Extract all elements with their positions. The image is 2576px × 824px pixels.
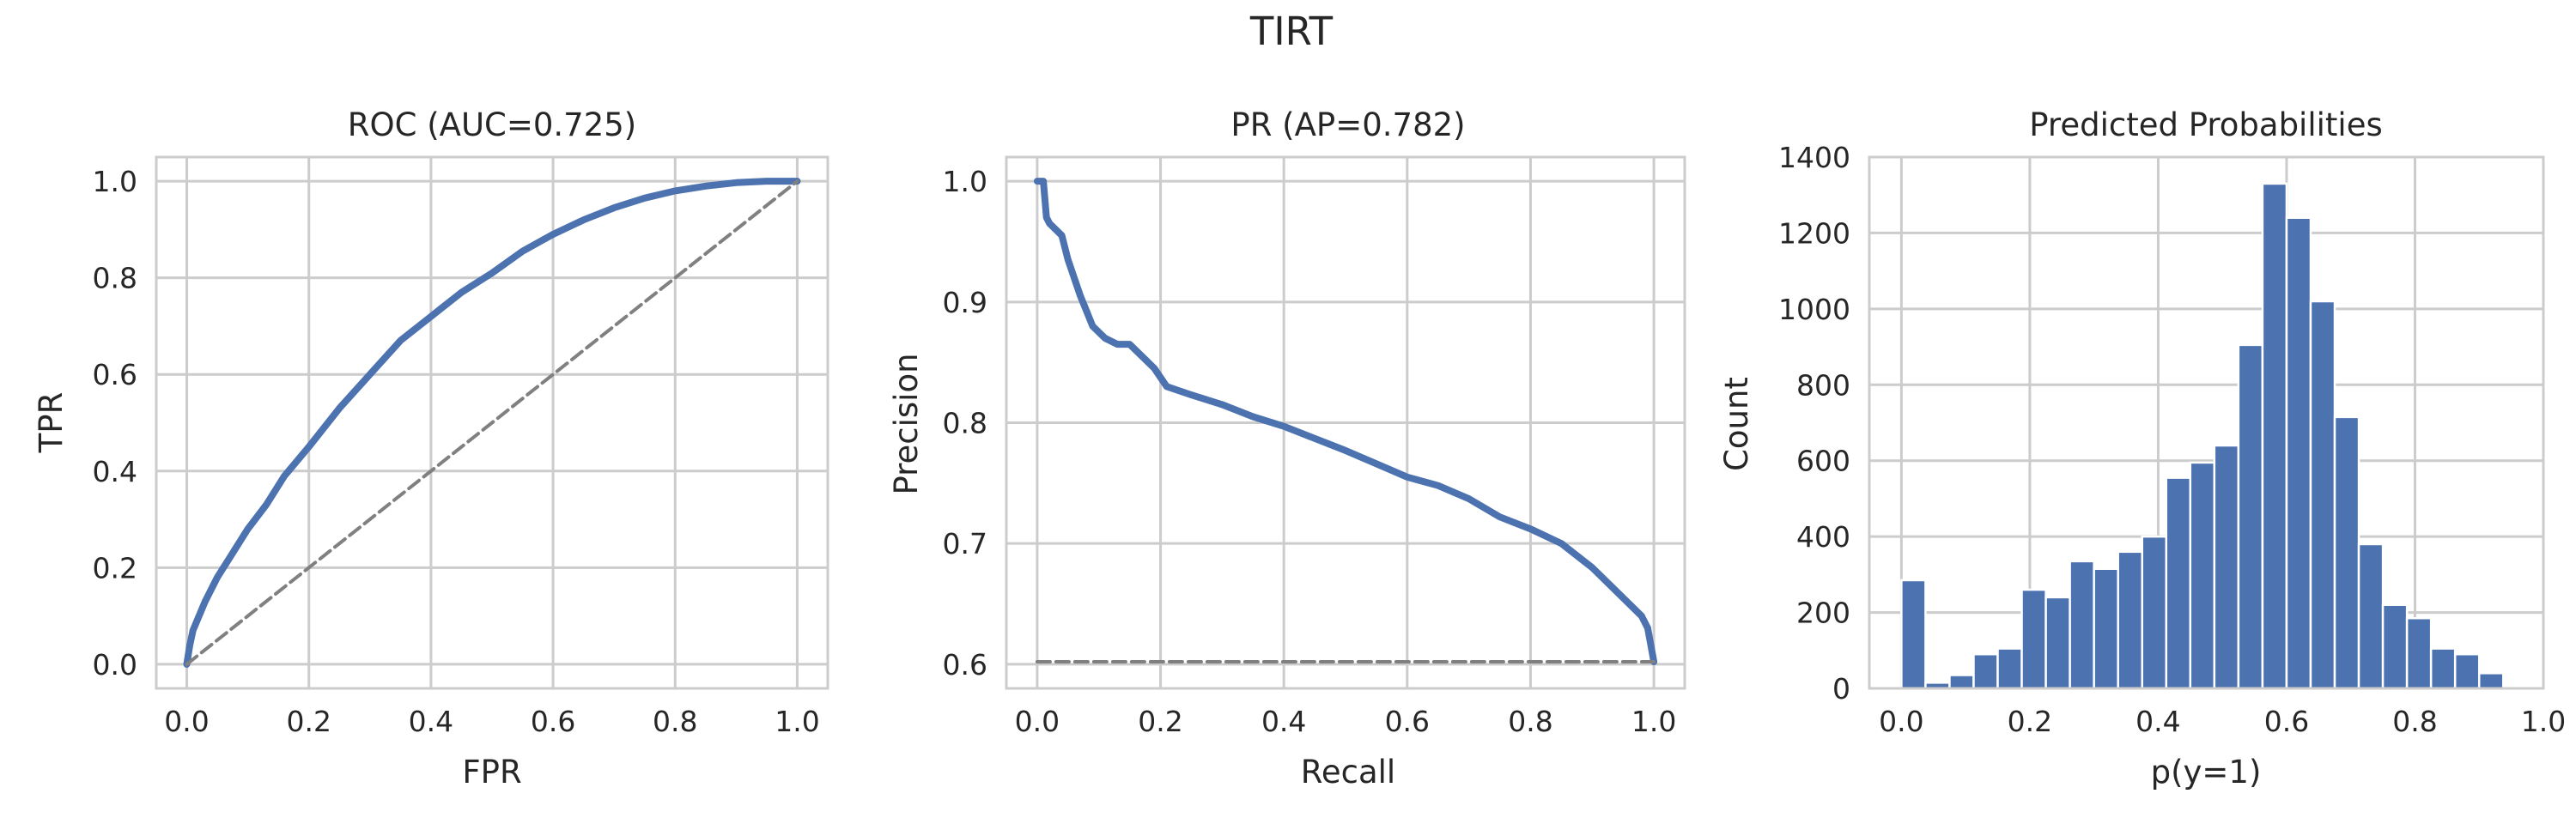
histogram-bar bbox=[2453, 652, 2481, 690]
roc-x-tick-label: 0.2 bbox=[286, 705, 331, 738]
hist-y-tick-label: 600 bbox=[1796, 445, 1850, 478]
roc-grid bbox=[156, 157, 828, 688]
histogram-bar bbox=[1996, 647, 2023, 690]
pr-x-tick-label: 0.4 bbox=[1261, 705, 1306, 738]
histogram-bar bbox=[2309, 300, 2336, 690]
pr-marks bbox=[1033, 178, 1658, 665]
histogram-x-axis-label: p(y=1) bbox=[2151, 754, 2262, 791]
pr-y-tick-label: 0.9 bbox=[943, 286, 987, 319]
roc-y-tick-label: 0.0 bbox=[93, 648, 137, 682]
pr-panel-title: PR (AP=0.782) bbox=[1230, 106, 1465, 143]
histogram-bar bbox=[2237, 343, 2264, 690]
hist-x-tick-label: 0.8 bbox=[2392, 705, 2437, 738]
roc-x-tick-label: 0.8 bbox=[653, 705, 697, 738]
histogram-bar bbox=[2261, 182, 2288, 690]
histogram-bar bbox=[2381, 603, 2409, 690]
histogram-bar bbox=[2477, 672, 2505, 690]
hist-x-tick-label: 0.4 bbox=[2136, 705, 2180, 738]
pr-x-tick-label: 1.0 bbox=[1631, 705, 1676, 738]
roc-plot-frame bbox=[155, 155, 829, 690]
roc-panel-title: ROC (AUC=0.725) bbox=[348, 106, 636, 143]
hist-x-tick-label: 0.2 bbox=[2008, 705, 2052, 738]
roc-x-tick-label: 0.4 bbox=[409, 705, 453, 738]
roc-y-tick-label: 0.2 bbox=[93, 551, 137, 585]
histogram-bar bbox=[2213, 444, 2240, 690]
histogram-bar bbox=[2141, 535, 2168, 690]
hist-x-tick-label: 1.0 bbox=[2521, 705, 2566, 738]
histogram-bar bbox=[1948, 674, 1975, 690]
pr-y-tick-label: 0.6 bbox=[943, 648, 987, 682]
roc-y-tick-label: 0.8 bbox=[93, 262, 137, 295]
hist-x-tick-label: 0.0 bbox=[1879, 705, 1923, 738]
histogram-bar bbox=[2069, 560, 2095, 690]
hist-y-tick-label: 1000 bbox=[1778, 293, 1850, 326]
hist-y-tick-label: 400 bbox=[1796, 520, 1850, 554]
pr-x-tick-label: 0.8 bbox=[1508, 705, 1552, 738]
roc-y-tick-label: 0.6 bbox=[93, 358, 137, 391]
histogram-bar bbox=[2357, 542, 2385, 690]
pr-y-tick-label: 0.7 bbox=[943, 527, 987, 560]
roc-panel: ROC (AUC=0.725) FPR TPR 0.0 0.2 0.4 0.6 0.8 1… bbox=[33, 106, 829, 791]
hist-marks bbox=[1900, 182, 2505, 690]
pr-y-axis-label: Precision bbox=[888, 353, 925, 494]
histogram-bar bbox=[2405, 616, 2433, 690]
pr-x-tick-label: 0.2 bbox=[1138, 705, 1182, 738]
histogram-bar bbox=[2020, 588, 2047, 690]
histogram-bar bbox=[1900, 579, 1927, 690]
histogram-bar bbox=[2333, 415, 2360, 690]
hist-y-tick-label: 1400 bbox=[1778, 141, 1850, 174]
hist-y-tick-label: 0 bbox=[1832, 672, 1850, 706]
pr-y-tick-label: 1.0 bbox=[943, 165, 987, 198]
figure-title: TIRT bbox=[1249, 9, 1334, 54]
histogram-bar bbox=[2044, 596, 2071, 690]
histogram-bar bbox=[2429, 647, 2457, 690]
pr-curve bbox=[1033, 178, 1658, 665]
roc-x-tick-label: 1.0 bbox=[775, 705, 819, 738]
roc-x-axis-label: FPR bbox=[462, 754, 521, 791]
hist-y-tick-label: 1200 bbox=[1778, 216, 1850, 250]
histogram-bar bbox=[2093, 567, 2119, 690]
roc-x-tick-label: 0.6 bbox=[531, 705, 575, 738]
pr-x-tick-label: 0.0 bbox=[1015, 705, 1060, 738]
pr-grid bbox=[1006, 157, 1685, 688]
histogram-bar bbox=[2117, 550, 2143, 690]
roc-y-tick-label: 0.4 bbox=[93, 455, 137, 488]
pr-plot-frame bbox=[1005, 155, 1686, 690]
hist-y-tick-label: 200 bbox=[1796, 597, 1850, 630]
histogram-bar bbox=[2285, 216, 2312, 690]
hist-y-tick-label: 800 bbox=[1796, 368, 1850, 402]
histogram-y-axis-label: Count bbox=[1718, 377, 1755, 471]
hist-x-tick-label: 0.6 bbox=[2264, 705, 2309, 738]
histogram-bar bbox=[1972, 652, 1999, 690]
histogram-bar bbox=[2165, 476, 2192, 690]
histogram-panel-title: Predicted Probabilities bbox=[2029, 106, 2382, 143]
pr-x-axis-label: Recall bbox=[1301, 754, 1395, 791]
hist-plot-frame bbox=[1868, 155, 2545, 690]
histogram-panel: Predicted Probabilities p(y=1) Count 0.0… bbox=[1718, 106, 2566, 791]
roc-x-tick-label: 0.0 bbox=[164, 705, 209, 738]
pr-x-tick-label: 0.6 bbox=[1385, 705, 1430, 738]
pr-panel: PR (AP=0.782) Recall Precision 0.0 0.2 0.4… bbox=[888, 106, 1686, 791]
roc-marks bbox=[183, 178, 801, 668]
histogram-bar bbox=[2189, 461, 2216, 690]
pr-y-tick-label: 0.8 bbox=[943, 407, 987, 440]
roc-y-tick-label: 1.0 bbox=[93, 165, 137, 198]
roc-y-axis-label: TPR bbox=[33, 392, 70, 454]
roc-curve bbox=[183, 178, 801, 668]
roc-reference-line bbox=[185, 179, 799, 666]
